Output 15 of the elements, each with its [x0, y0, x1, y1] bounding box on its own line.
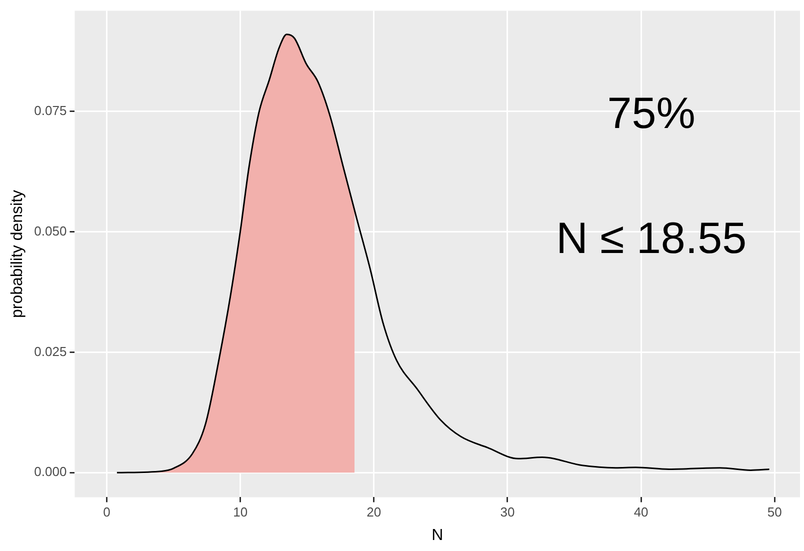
x-tick-label: 10: [233, 504, 248, 520]
x-tick-label: 0: [103, 504, 110, 520]
x-tick-label: 50: [767, 504, 782, 520]
x-tick-label: 30: [500, 504, 515, 520]
line-series: [116, 34, 770, 474]
annotation: N ≤ 18.55: [556, 214, 747, 263]
y-tick-label: 0.000: [34, 464, 67, 480]
x-tick-label: 40: [634, 504, 648, 520]
y-tick-label: 0.025: [34, 344, 67, 359]
y-tick-label: 0.050: [34, 223, 67, 238]
annotation: 75%: [607, 88, 696, 138]
y-tick-label: 0.075: [34, 103, 67, 118]
x-axis-title: N: [432, 526, 444, 544]
y-axis-title: probability density: [9, 190, 26, 318]
x-tick-label: 20: [366, 504, 382, 520]
